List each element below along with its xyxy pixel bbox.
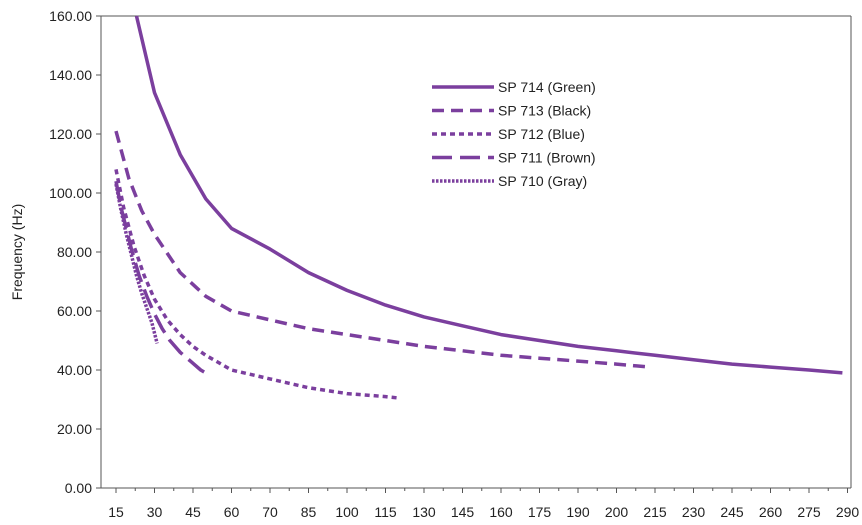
y-tick-label: 80.00: [57, 244, 92, 260]
legend-label: SP 713 (Black): [498, 103, 591, 119]
x-tick-label: 175: [528, 504, 552, 520]
x-tick-label: 85: [301, 504, 317, 520]
y-tick-label: 100.00: [49, 185, 92, 201]
x-tick-label: 15: [108, 504, 124, 520]
x-tick-label: 245: [720, 504, 744, 520]
x-tick-label: 60: [224, 504, 240, 520]
series-line-5: [114, 183, 159, 344]
x-tick-label: 260: [759, 504, 783, 520]
series-line-1: [134, 15, 843, 375]
y-tick-label: 140.00: [49, 67, 92, 83]
x-tick-label: 230: [682, 504, 706, 520]
x-tick-label: 45: [185, 504, 201, 520]
x-tick-label: 70: [262, 504, 278, 520]
y-tick-label: 20.00: [57, 421, 92, 437]
x-tick-label: 215: [643, 504, 667, 520]
x-tick-label: 30: [147, 504, 163, 520]
x-tick-label: 275: [797, 504, 821, 520]
x-tick-label: 160: [489, 504, 513, 520]
legend-label: SP 712 (Blue): [498, 126, 585, 142]
y-tick-label: 120.00: [49, 126, 92, 142]
x-tick-label: 290: [836, 504, 860, 520]
y-tick-label: 0.00: [65, 480, 92, 496]
x-tick-label: 200: [605, 504, 629, 520]
series-group: [114, 15, 843, 400]
y-tick-label: 60.00: [57, 303, 92, 319]
x-ticks: 15 30 45 60 70 85 100 115 130 145 160 175 190 200 215 2…: [108, 488, 859, 520]
x-tick-label: 145: [451, 504, 475, 520]
y-tick-label: 40.00: [57, 362, 92, 378]
x-tick-label: 115: [374, 504, 397, 520]
series-line-3: [114, 169, 399, 400]
x-tick-label: 190: [566, 504, 590, 520]
y-axis-title: Frequency (Hz): [9, 204, 25, 300]
legend-label: SP 711 (Brown): [498, 150, 596, 166]
series-line-2: [114, 130, 651, 369]
x-tick-label: 100: [335, 504, 359, 520]
series-line-4: [114, 180, 212, 378]
legend: SP 714 (Green) SP 713 (Black) SP 712 (Blue…: [432, 79, 596, 189]
y-tick-label: 160.00: [49, 8, 92, 24]
x-tick-label: 130: [412, 504, 436, 520]
legend-label: SP 714 (Green): [498, 79, 596, 95]
legend-label: SP 710 (Gray): [498, 173, 587, 189]
y-ticks: 0.00 20.00 40.00 60.00 80.00 100.00 120.00 140.…: [49, 8, 101, 496]
